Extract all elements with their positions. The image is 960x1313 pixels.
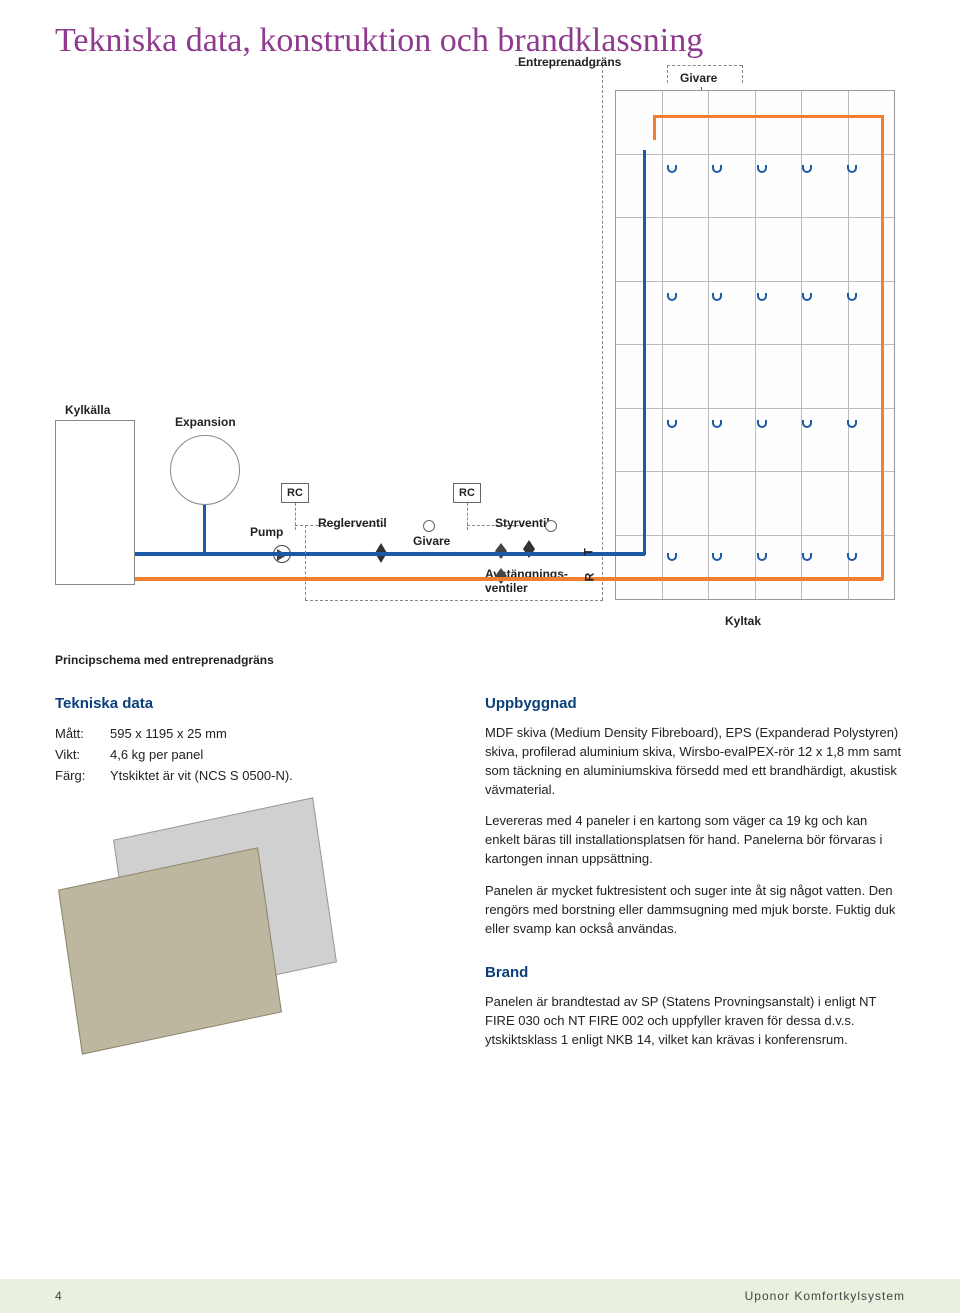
spec-value: Ytskiktet är vit (NCS S 0500-N). [110,766,293,787]
spec-label: Mått: [55,724,110,745]
schematic-diagram: Entreprenadgräns Givare Kylkälla E [55,55,905,625]
label-reglerventil: Reglerventil [318,516,387,530]
label-givare-mid: Givare [413,534,450,548]
boundary-line [305,525,306,600]
spec-row: Färg: Ytskiktet är vit (NCS S 0500-N). [55,766,445,787]
kylkalla-box [55,420,135,585]
boundary-line [305,600,603,601]
sensor-icon [423,520,435,532]
content-columns: Tekniska data Mått: 595 x 1195 x 25 mm V… [55,695,905,1063]
expansion-tank [170,435,240,505]
rc-box-2: RC [453,483,481,503]
left-column: Tekniska data Mått: 595 x 1195 x 25 mm V… [55,695,445,1063]
pipe-return [653,115,656,140]
label-r: R [582,573,596,582]
footer-text: Uponor Komfortkylsystem [745,1289,905,1303]
label-styrventil: Styrventil [495,516,550,530]
label-kylkalla: Kylkälla [65,403,110,417]
pipe-return [881,115,884,580]
spec-label: Vikt: [55,745,110,766]
spec-row: Vikt: 4,6 kg per panel [55,745,445,766]
pipe-return [653,115,883,118]
boundary-line [602,65,603,600]
label-pump: Pump [250,525,283,539]
spec-value: 4,6 kg per panel [110,745,203,766]
page-number: 4 [55,1289,62,1303]
right-column: Uppbyggnad MDF skiva (Medium Density Fib… [485,695,905,1063]
pipe-return-main [135,577,883,581]
label-expansion: Expansion [175,415,236,429]
diagram-caption: Principschema med entreprenadgräns [55,653,274,667]
pipe-supply-main [135,552,645,556]
pipe-supply [203,505,206,555]
label-givare-top: Givare [680,71,717,85]
tekniska-heading: Tekniska data [55,695,445,712]
uppbyggnad-heading: Uppbyggnad [485,695,905,712]
label-kyltak: Kyltak [725,614,761,628]
boundary-line [742,65,743,83]
boundary-line [667,65,668,83]
panel-illustration [55,816,355,1036]
pipe-supply [643,150,646,555]
body-paragraph: Panelen är mycket fuktresistent och suge… [485,882,905,939]
label-t: T [582,548,596,555]
spec-row: Mått: 595 x 1195 x 25 mm [55,724,445,745]
panel-front-shape [58,848,282,1055]
shutoff-valve-icon [495,568,507,576]
boundary-line [667,65,742,66]
spec-value: 595 x 1195 x 25 mm [110,724,227,745]
page-footer: 4 Uponor Komfortkylsystem [0,1279,960,1313]
body-paragraph: MDF skiva (Medium Density Fibreboard), E… [485,724,905,799]
body-paragraph: Levereras med 4 paneler i en kartong som… [485,812,905,869]
rc-box-1: RC [281,483,309,503]
valve-icon [523,540,535,549]
label-entreprenadgrans: Entreprenadgräns [518,55,621,69]
spec-label: Färg: [55,766,110,787]
brand-heading: Brand [485,964,905,981]
sensor-icon [545,520,557,532]
body-paragraph: Panelen är brandtestad av SP (Statens Pr… [485,993,905,1050]
shutoff-valve-icon [495,543,507,551]
